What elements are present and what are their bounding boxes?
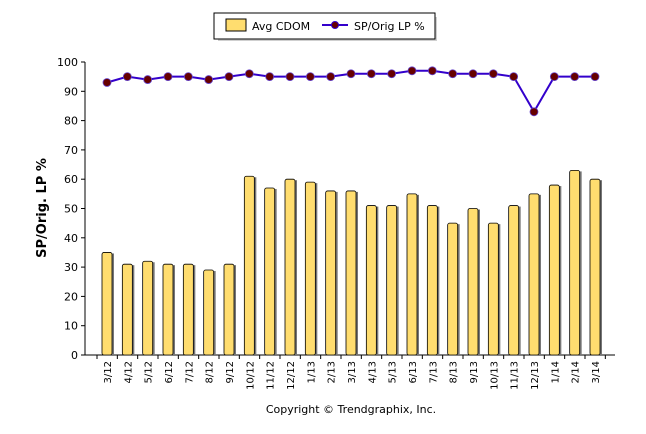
line-point [163, 72, 173, 82]
bar [243, 175, 255, 356]
bar [508, 205, 520, 356]
x-tick-label: 4/13 [367, 361, 378, 383]
bar [447, 222, 459, 356]
y-tick-label: 0 [71, 349, 78, 362]
x-tick-label: 7/12 [184, 361, 195, 383]
y-tick-label: 50 [64, 203, 78, 216]
bar [325, 190, 337, 356]
line-point [326, 72, 336, 82]
line-point [590, 72, 600, 82]
bar [548, 184, 560, 356]
x-tick-label: 11/13 [510, 361, 521, 390]
line-point [387, 69, 397, 79]
x-tick-label: 8/12 [205, 361, 216, 383]
x-tick-label: 11/12 [266, 361, 277, 390]
bar [386, 205, 398, 356]
bar [284, 178, 296, 356]
x-tick-label: 6/12 [164, 361, 175, 383]
line-point [122, 72, 132, 82]
copyright: Copyright © Trendgraphix, Inc. [266, 403, 436, 416]
x-tick-label: 4/12 [123, 361, 134, 383]
bar [264, 187, 276, 356]
bar [345, 190, 357, 356]
line-point [407, 66, 417, 76]
y-tick-label: 80 [64, 115, 78, 128]
legend-swatch-bar [225, 18, 247, 32]
x-tick-label: 3/13 [347, 361, 358, 383]
y-tick-label: 90 [64, 85, 78, 98]
line-point [468, 69, 478, 79]
legend-label-line: SP/Orig LP % [354, 20, 425, 33]
line-point [143, 75, 153, 84]
x-tick-label: 2/14 [571, 361, 582, 383]
line-point [305, 72, 315, 82]
bar [162, 263, 174, 356]
legend: Avg CDOM SP/Orig LP % [213, 12, 437, 41]
y-tick-label: 70 [64, 144, 78, 157]
line-point [346, 69, 356, 79]
x-tick-label: 2/13 [327, 361, 338, 383]
line-point [509, 72, 519, 82]
line-point [224, 72, 234, 82]
bar [589, 178, 601, 356]
line-point [265, 72, 275, 82]
x-tick-label: 3/12 [103, 361, 114, 383]
bar [365, 205, 377, 356]
line-point [204, 75, 214, 84]
x-tick-label: 1/13 [306, 361, 317, 383]
bar [569, 170, 581, 356]
y-axis-label: SP/Orig. LP % [35, 158, 50, 258]
bar [101, 252, 113, 356]
x-tick-label: 3/14 [591, 361, 602, 383]
y-tick-label: 20 [64, 290, 78, 303]
y-tick-label: 10 [64, 320, 78, 333]
bar [223, 263, 235, 356]
bar [304, 181, 316, 356]
x-tick-label: 9/12 [225, 361, 236, 383]
bar [142, 260, 154, 356]
line-point [448, 69, 458, 79]
line-point [529, 107, 539, 117]
x-tick-label: 10/13 [489, 361, 500, 390]
line-point [366, 69, 376, 79]
line-point [244, 69, 254, 79]
bar [203, 269, 215, 356]
x-tick-label: 5/12 [144, 361, 155, 383]
line-point [183, 72, 193, 82]
bar [487, 222, 499, 356]
y-tick-label: 100 [57, 56, 78, 69]
x-tick-label: 5/13 [388, 361, 399, 383]
line-point [427, 66, 437, 76]
y-tick-label: 30 [64, 261, 78, 274]
line-point [488, 69, 498, 79]
x-tick-label: 12/12 [286, 361, 297, 390]
x-tick-label: 12/13 [530, 361, 541, 390]
line-point [102, 78, 112, 87]
x-tick-label: 9/13 [469, 361, 480, 383]
y-tick-label: 40 [64, 232, 78, 245]
x-tick-label: 8/13 [449, 361, 460, 383]
bar [406, 193, 418, 356]
line-point [570, 72, 580, 82]
legend-label-bar: Avg CDOM [252, 20, 310, 33]
y-tick-label: 60 [64, 173, 78, 186]
bar [121, 263, 133, 356]
line-point [285, 72, 295, 82]
x-tick-label: 10/12 [245, 361, 256, 390]
x-tick-label: 6/13 [408, 361, 419, 383]
bar [467, 208, 479, 356]
bar [426, 205, 438, 356]
line-point [549, 72, 559, 82]
x-tick-label: 1/14 [550, 361, 561, 383]
x-tick-label: 7/13 [428, 361, 439, 383]
bar [528, 193, 540, 356]
bar [182, 263, 194, 356]
